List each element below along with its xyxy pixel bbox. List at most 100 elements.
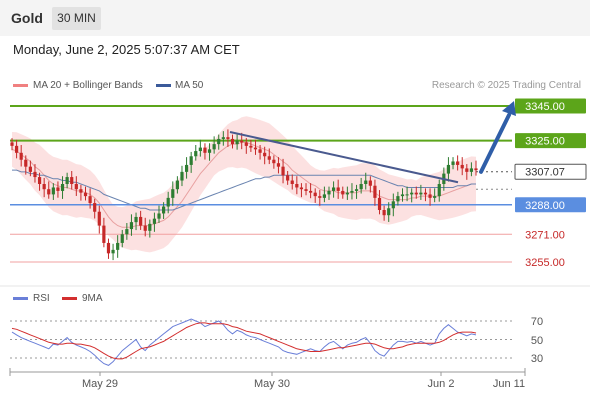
candle-body xyxy=(207,149,212,153)
rsi-panel xyxy=(10,318,515,366)
candle-body xyxy=(423,192,428,195)
candle-body xyxy=(60,184,65,191)
candle-body xyxy=(102,225,106,243)
candle-body xyxy=(258,149,262,153)
rsi-tick-label: 50 xyxy=(531,335,543,347)
candle-body xyxy=(129,222,134,230)
candle-body xyxy=(433,196,437,198)
price-label-box xyxy=(514,163,587,180)
candle-body xyxy=(14,145,19,153)
candle-body xyxy=(10,142,14,146)
candle-body xyxy=(387,208,391,216)
price-label: 3325.00 xyxy=(525,136,565,148)
candle-body xyxy=(28,166,32,172)
candle-body xyxy=(157,213,161,219)
candle-body xyxy=(400,194,405,197)
candle-body xyxy=(83,192,88,197)
candle-body xyxy=(166,197,170,207)
ma50-legend-label: MA 50 xyxy=(175,80,204,91)
candle-body xyxy=(19,152,23,160)
candle-body xyxy=(286,175,290,181)
candle-body xyxy=(331,187,336,191)
candle-body xyxy=(212,144,216,150)
candle-body xyxy=(281,166,285,176)
candle-body xyxy=(359,184,363,190)
candle-body xyxy=(253,147,258,150)
candle-body xyxy=(24,159,28,167)
candle-body xyxy=(456,161,460,165)
candle-body xyxy=(263,152,267,157)
candle-body xyxy=(299,187,304,190)
price-label: 3288.00 xyxy=(525,200,565,212)
candle-body xyxy=(70,177,74,184)
candle-body xyxy=(382,210,386,216)
candle-body xyxy=(460,164,464,169)
candle-body xyxy=(474,168,478,171)
candle-body xyxy=(37,177,42,184)
candle-body xyxy=(290,180,294,184)
price-label: 3271.00 xyxy=(525,229,565,241)
candle-body xyxy=(106,242,111,254)
candle-body xyxy=(318,196,322,198)
rsi-tick-label: 30 xyxy=(531,353,543,365)
bollinger-band xyxy=(12,116,476,253)
candle-body xyxy=(189,156,193,165)
candle-body xyxy=(152,218,157,224)
candle-body xyxy=(364,180,368,184)
price-label: 3345.00 xyxy=(525,101,565,113)
candle-body xyxy=(111,249,115,254)
candle-body xyxy=(410,192,414,195)
candle-body xyxy=(221,137,225,139)
price-label-box xyxy=(515,133,586,149)
candle-body xyxy=(368,180,372,186)
header-bar: Gold 30 MIN xyxy=(0,0,590,36)
candle-body xyxy=(74,184,78,190)
candle-body xyxy=(203,147,207,153)
rsi-ma-legend-label: 9MA xyxy=(82,293,103,304)
candle-body xyxy=(405,194,409,196)
candle-body xyxy=(88,196,92,204)
candle-body xyxy=(465,168,469,172)
candle-body xyxy=(226,137,230,139)
ma20-legend-swatch xyxy=(13,84,28,87)
timeframe-button[interactable]: 30 MIN xyxy=(52,7,101,30)
candle-body xyxy=(143,225,147,231)
candle-body xyxy=(345,192,349,195)
credit-label: Research © 2025 Trading Central xyxy=(431,80,581,91)
candle-body xyxy=(180,171,184,181)
x-tick-label: May 29 xyxy=(82,378,118,390)
candle-body xyxy=(414,192,418,195)
rsi-legend-swatch xyxy=(13,297,28,300)
candle-body xyxy=(148,223,152,231)
candle-body xyxy=(350,190,354,193)
price-label-box xyxy=(515,98,586,114)
forecast-arrow xyxy=(479,113,511,174)
candle-body xyxy=(377,197,382,210)
candle-body xyxy=(396,196,400,202)
candle-body xyxy=(93,203,97,212)
candle-body xyxy=(240,140,244,143)
candle-body xyxy=(336,187,340,191)
candle-body xyxy=(139,216,143,226)
candle-body xyxy=(322,194,326,198)
candle-body xyxy=(469,168,474,172)
candle-body xyxy=(235,140,239,145)
candle-body xyxy=(47,189,51,195)
candle-body xyxy=(272,159,276,164)
bollinger-legend-label: MA 20 + Bollinger Bands xyxy=(33,80,143,91)
candle-body xyxy=(162,206,166,214)
candle-body xyxy=(341,190,345,195)
rsi-ma-line xyxy=(11,322,477,360)
candle-body xyxy=(267,156,271,160)
candle-body xyxy=(120,234,124,243)
rsi-tick-label: 70 xyxy=(531,316,543,328)
candle-body xyxy=(217,138,221,145)
candle-body xyxy=(428,194,432,198)
candle-body xyxy=(230,138,235,145)
ma50-line xyxy=(12,169,476,211)
candle-body xyxy=(198,147,202,152)
instrument-title: Gold xyxy=(11,10,43,26)
candle-body xyxy=(97,211,101,226)
candle-body xyxy=(134,216,138,223)
